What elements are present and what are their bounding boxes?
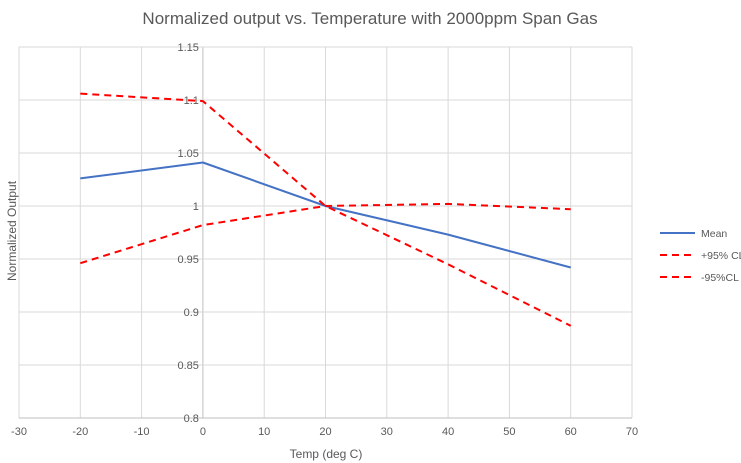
y-tick-label: 1 bbox=[193, 201, 199, 213]
x-tick-label: 20 bbox=[319, 426, 331, 438]
x-tick-label: 30 bbox=[381, 426, 393, 438]
y-tick-label: 0.9 bbox=[184, 307, 199, 319]
grid bbox=[18, 46, 633, 419]
y-tick-label: 0.95 bbox=[177, 254, 198, 266]
y-tick-label: 0.8 bbox=[184, 413, 199, 425]
x-axis-ticks: -30 -20 -10 0 10 20 30 40 50 60 70 bbox=[11, 426, 638, 438]
legend: Mean +95% CL -95%CL bbox=[660, 228, 741, 284]
x-tick-label: 10 bbox=[258, 426, 270, 438]
y-tick-label: 0.85 bbox=[177, 360, 198, 372]
series-line-3 bbox=[80, 202, 571, 265]
y-tick-label: 1.05 bbox=[177, 148, 198, 160]
y-axis-label: Normalized Output bbox=[5, 180, 19, 281]
x-tick-label: 70 bbox=[626, 426, 638, 438]
legend-label: -95%CL bbox=[701, 272, 739, 284]
plot-area bbox=[80, 92, 572, 327]
legend-label: Mean bbox=[701, 228, 727, 240]
x-tick-label: 0 bbox=[200, 426, 206, 438]
x-tick-label: 60 bbox=[565, 426, 577, 438]
legend-label: +95% CL bbox=[701, 250, 741, 262]
x-axis-label: Temp (deg C) bbox=[290, 447, 363, 461]
x-tick-label: -10 bbox=[134, 426, 150, 438]
x-tick-label: 50 bbox=[503, 426, 515, 438]
y-tick-label: 1.1 bbox=[184, 95, 199, 107]
x-tick-label: -30 bbox=[11, 426, 27, 438]
y-tick-label: 1.15 bbox=[177, 42, 198, 54]
x-tick-label: 40 bbox=[442, 426, 454, 438]
y-axis-ticks: 0.8 0.85 0.9 0.95 1 1.05 1.1 1.15 bbox=[177, 42, 198, 425]
x-tick-label: -20 bbox=[72, 426, 88, 438]
chart-title: Normalized output vs. Temperature with 2… bbox=[142, 9, 597, 28]
